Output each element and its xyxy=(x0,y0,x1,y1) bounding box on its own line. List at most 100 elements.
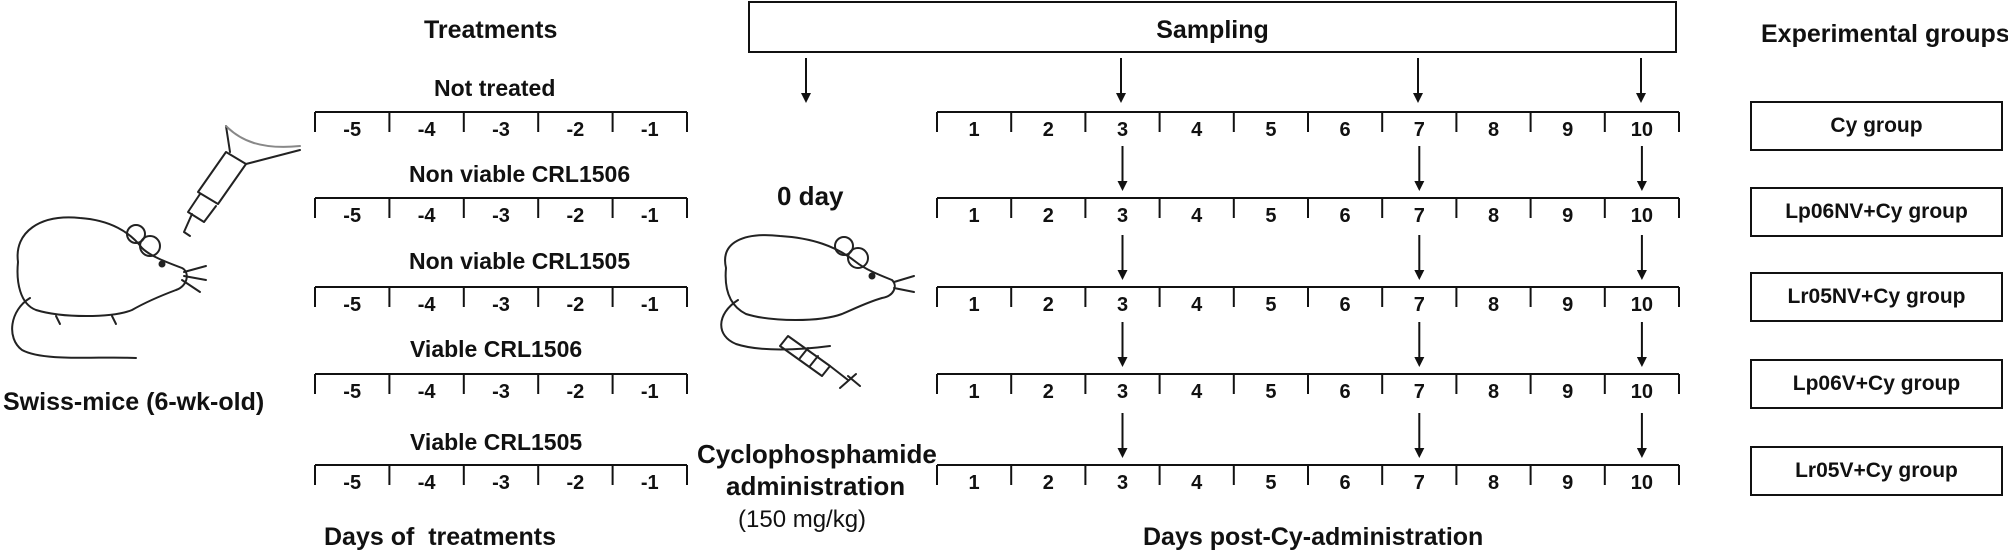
post-timeline-row-4: 1 2 3 4 5 6 7 8 9 10 xyxy=(936,373,1680,403)
sampling-arrows xyxy=(801,58,1646,103)
mouse-label: Swiss-mice (6-wk-old) xyxy=(3,388,265,416)
pre-day-label: -5 xyxy=(343,294,361,316)
days-of-treatments-label: Days of treatments xyxy=(324,523,557,551)
post-day-label: 4 xyxy=(1191,119,1203,141)
group-box-lp06v: Lp06V+Cy group xyxy=(1750,359,2003,409)
pre-treatment-timelines: -5 -4 -3 -2 -1 -5 -4 -3 -2 -1 -5 -4 -3 -2 -1 -5 -4 -3 -2 -1… xyxy=(314,111,688,494)
post-cy-timelines: 1 2 3 4 5 6 7 8 9 10 1 2 3 4 5 6 7 8 9 10 1 2 3 4 5 6 7 8 9 10 1 2 3 4 5 6 7… xyxy=(936,111,1680,494)
post-day-label: 6 xyxy=(1340,205,1351,227)
row-sampling-arrows xyxy=(1117,146,1647,458)
post-day-label: 7 xyxy=(1414,205,1425,227)
post-day-label: 10 xyxy=(1631,119,1653,141)
pre-day-label: -1 xyxy=(641,294,659,316)
treatments-header: Treatments xyxy=(424,16,558,44)
pre-day-label: -4 xyxy=(418,294,437,316)
pre-timeline-row-1: -5 -4 -3 -2 -1 xyxy=(314,111,688,141)
pre-day-label: -3 xyxy=(492,119,510,141)
administration-label: administration xyxy=(726,471,906,501)
post-day-label: 9 xyxy=(1562,294,1573,316)
post-day-label: 5 xyxy=(1265,119,1276,141)
post-day-label: 3 xyxy=(1117,119,1128,141)
post-day-label: 6 xyxy=(1340,119,1351,141)
post-day-label: 5 xyxy=(1265,205,1276,227)
post-day-label: 1 xyxy=(969,119,980,141)
dose-label: (150 mg/kg) xyxy=(738,506,867,533)
mouse-syringe-illustration xyxy=(720,234,915,389)
post-day-label: 1 xyxy=(969,472,980,494)
post-day-label: 8 xyxy=(1488,119,1499,141)
pre-day-label: -2 xyxy=(567,205,585,227)
post-day-label: 7 xyxy=(1414,119,1425,141)
sampling-label: Sampling xyxy=(1156,16,1269,44)
pre-day-label: -3 xyxy=(492,205,510,227)
post-timeline-row-5: 1 2 3 4 5 6 7 8 9 10 xyxy=(936,464,1680,494)
pre-timeline-row-5: -5 -4 -3 -2 -1 xyxy=(314,464,688,494)
pre-day-label: -2 xyxy=(567,119,585,141)
pre-day-label: -2 xyxy=(567,294,585,316)
pre-timeline-row-3: -5 -4 -3 -2 -1 xyxy=(314,286,688,316)
post-day-label: 9 xyxy=(1562,119,1573,141)
group-box-cy: Cy group xyxy=(1750,101,2003,151)
pre-day-label: -3 xyxy=(492,472,510,494)
group-box-lp06nv: Lp06NV+Cy group xyxy=(1750,187,2003,237)
pre-day-label: -2 xyxy=(567,381,585,403)
post-day-label: 2 xyxy=(1043,472,1054,494)
post-day-label: 6 xyxy=(1340,294,1351,316)
post-day-label: 1 xyxy=(969,294,980,316)
post-day-label: 1 xyxy=(969,381,980,403)
post-day-label: 10 xyxy=(1631,472,1653,494)
post-day-label: 10 xyxy=(1631,381,1653,403)
pre-timeline-row-2: -5 -4 -3 -2 -1 xyxy=(314,197,688,227)
treatment-label-nv-crl1505: Non viable CRL1505 xyxy=(409,248,631,274)
post-day-label: 8 xyxy=(1488,472,1499,494)
pre-day-label: -3 xyxy=(492,294,510,316)
experimental-groups-header: Experimental groups xyxy=(1761,20,2008,48)
pre-day-label: -4 xyxy=(418,472,437,494)
pre-timeline-row-4: -5 -4 -3 -2 -1 xyxy=(314,373,688,403)
post-day-label: 10 xyxy=(1631,205,1653,227)
post-day-label: 8 xyxy=(1488,205,1499,227)
post-day-label: 3 xyxy=(1117,472,1128,494)
post-day-label: 5 xyxy=(1265,381,1276,403)
post-day-label: 4 xyxy=(1191,294,1203,316)
post-day-label: 2 xyxy=(1043,119,1054,141)
pre-day-label: -2 xyxy=(567,472,585,494)
pre-day-label: -1 xyxy=(641,119,659,141)
post-day-label: 4 xyxy=(1191,381,1203,403)
post-day-label: 3 xyxy=(1117,381,1128,403)
pre-day-label: -5 xyxy=(343,381,361,403)
group-box-lr05v: Lr05V+Cy group xyxy=(1750,446,2003,496)
pre-day-label: -5 xyxy=(343,119,361,141)
pre-day-label: -5 xyxy=(343,205,361,227)
sampling-box: Sampling xyxy=(748,1,1677,53)
post-day-label: 9 xyxy=(1562,381,1573,403)
post-day-label: 8 xyxy=(1488,381,1499,403)
post-day-label: 7 xyxy=(1414,472,1425,494)
post-timeline-row-3: 1 2 3 4 5 6 7 8 9 10 xyxy=(936,286,1680,316)
zero-day-label: 0 day xyxy=(777,181,844,211)
post-timeline-row-2: 1 2 3 4 5 6 7 8 9 10 xyxy=(936,197,1680,227)
post-day-label: 3 xyxy=(1117,205,1128,227)
post-day-label: 9 xyxy=(1562,205,1573,227)
post-day-label: 1 xyxy=(969,205,980,227)
pre-day-label: -1 xyxy=(641,472,659,494)
post-day-label: 3 xyxy=(1117,294,1128,316)
post-day-label: 2 xyxy=(1043,205,1054,227)
pre-day-label: -4 xyxy=(418,205,437,227)
treatment-label-v-crl1506: Viable CRL1506 xyxy=(410,336,583,362)
post-day-label: 6 xyxy=(1340,472,1351,494)
post-day-label: 6 xyxy=(1340,381,1351,403)
post-day-label: 4 xyxy=(1191,472,1203,494)
post-day-label: 2 xyxy=(1043,294,1054,316)
pre-day-label: -5 xyxy=(343,472,361,494)
pre-day-label: -1 xyxy=(641,205,659,227)
pre-day-label: -1 xyxy=(641,381,659,403)
days-post-cy-label: Days post-Cy-administration xyxy=(1143,523,1484,551)
cyclophosphamide-label: Cyclophosphamide xyxy=(697,439,937,469)
pre-day-label: -3 xyxy=(492,381,510,403)
mouse-dropper-illustration xyxy=(11,125,301,359)
post-day-label: 8 xyxy=(1488,294,1499,316)
post-day-label: 2 xyxy=(1043,381,1054,403)
post-timeline-row-1: 1 2 3 4 5 6 7 8 9 10 xyxy=(936,111,1680,141)
